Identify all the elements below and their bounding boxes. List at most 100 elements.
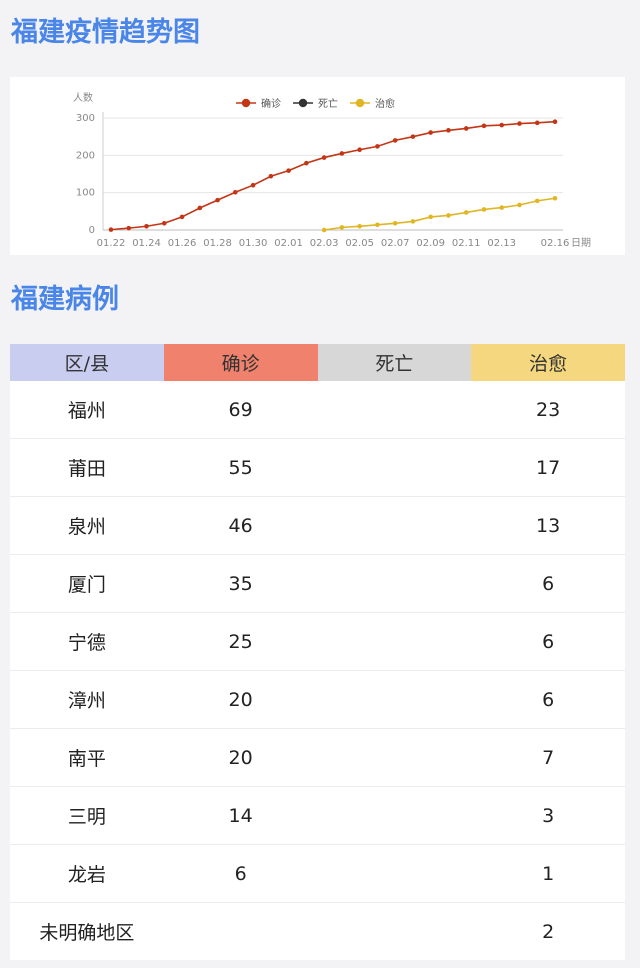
legend-label: 治愈 — [375, 97, 395, 110]
table-row: 南平 20 7 — [10, 728, 625, 787]
data-point — [463, 126, 469, 131]
data-point — [552, 119, 558, 125]
data-point — [286, 168, 291, 173]
series-line-0 — [110, 120, 556, 231]
table-row: 福州 69 23 — [10, 381, 625, 439]
x-tick-label: 02.13 — [487, 238, 516, 249]
data-point — [126, 225, 132, 231]
cell-region: 龙岩 — [10, 844, 164, 903]
x-tick-label: 02.11 — [452, 238, 481, 249]
cell-region: 漳州 — [10, 670, 164, 729]
x-tick-label: 02.07 — [381, 238, 410, 249]
cell-cured: 23 — [471, 381, 625, 439]
trend-line-chart: 0 100 200 300 人数 01.22 01.24 01.26 01.28 01.30 02.… — [73, 91, 591, 249]
data-point — [517, 202, 522, 208]
data-point — [481, 207, 487, 212]
legend-label: 死亡 — [318, 97, 338, 110]
x-tick-label: 02.16 — [541, 238, 570, 249]
data-point — [375, 144, 380, 149]
cell-region: 厦门 — [10, 554, 164, 613]
data-point — [410, 219, 416, 224]
x-tick-label: 01.26 — [168, 238, 197, 249]
data-point — [233, 189, 238, 195]
table-header-row: 区/县 确诊 死亡 治愈 — [10, 344, 625, 381]
data-point — [410, 134, 416, 139]
data-point — [144, 223, 149, 229]
legend-label: 确诊 — [261, 97, 281, 110]
cell-death — [318, 903, 472, 961]
data-point — [428, 130, 433, 135]
header-confirmed: 确诊 — [163, 344, 318, 381]
data-point — [499, 122, 505, 128]
legend-marker — [241, 98, 251, 108]
x-tick-label: 01.22 — [97, 238, 126, 249]
cell-death — [317, 381, 472, 439]
cell-cured: 6 — [471, 670, 625, 729]
cell-death — [317, 728, 472, 787]
cell-confirmed: 55 — [163, 438, 318, 497]
cell-cured: 3 — [471, 786, 625, 845]
cell-region: 宁德 — [10, 612, 164, 671]
cell-region: 未明确地区 — [39, 922, 135, 944]
data-point — [339, 151, 345, 156]
x-tick-label: 02.09 — [416, 238, 445, 249]
data-point — [339, 225, 345, 230]
data-point — [463, 210, 469, 215]
cell-death — [317, 554, 472, 613]
series-line-2 — [324, 197, 556, 231]
y-tick-label: 300 — [76, 113, 95, 124]
legend-marker — [355, 98, 365, 108]
cell-cured: 6 — [471, 612, 625, 671]
data-point — [179, 214, 185, 220]
cell-confirmed: 69 — [163, 381, 318, 439]
x-tick-label: 02.01 — [274, 238, 303, 249]
data-point — [161, 220, 167, 226]
cell-region: 福州 — [10, 381, 164, 439]
data-point — [517, 121, 522, 126]
data-point — [446, 128, 451, 133]
data-point — [197, 205, 203, 211]
cell-confirmed: 25 — [163, 612, 318, 671]
cell-region: 莆田 — [10, 438, 164, 497]
cell-confirmed: 35 — [163, 554, 318, 613]
cell-confirmed: 20 — [163, 670, 318, 729]
trend-chart-card: 0 100 200 300 人数 01.22 01.24 01.26 01.28 01.30 02.… — [10, 77, 625, 255]
data-point — [499, 205, 505, 210]
table-row: 宁德 25 6 — [10, 612, 625, 671]
cell-death — [317, 438, 472, 497]
trend-chart-title: 福建疫情趋势图 — [11, 17, 200, 48]
data-point — [428, 214, 433, 220]
data-point — [321, 155, 327, 160]
cell-region: 南平 — [10, 728, 164, 787]
cell-cured: 2 — [542, 920, 555, 943]
data-point — [304, 160, 309, 166]
data-point — [108, 227, 114, 232]
table-row: 厦门 35 6 — [10, 554, 625, 613]
data-point — [268, 173, 274, 179]
data-point — [481, 123, 487, 129]
cell-cured: 1 — [471, 844, 625, 903]
cases-table-title: 福建病例 — [11, 284, 119, 315]
header-cured: 治愈 — [471, 344, 625, 381]
data-point — [321, 227, 327, 233]
y-tick-label: 200 — [76, 150, 95, 161]
table-row: 漳州 20 6 — [10, 670, 625, 729]
data-point — [357, 147, 362, 153]
data-point — [392, 220, 398, 226]
legend-marker — [298, 98, 308, 108]
cell-cured: 6 — [471, 554, 625, 613]
data-point — [215, 197, 220, 203]
cell-confirmed: 46 — [163, 496, 318, 555]
x-tick-label: 01.30 — [239, 238, 268, 249]
cell-confirmed: 6 — [163, 844, 318, 903]
cell-cured: 17 — [471, 438, 625, 497]
data-point — [534, 120, 540, 126]
cell-confirmed — [164, 903, 318, 961]
cell-death — [317, 844, 472, 903]
cell-confirmed: 20 — [163, 728, 318, 787]
y-tick-label: 100 — [76, 188, 95, 199]
x-tick-label: 02.05 — [345, 238, 374, 249]
cell-region: 三明 — [10, 786, 164, 845]
y-tick-label: 0 — [89, 225, 95, 236]
x-tick-label: 02.03 — [310, 238, 339, 249]
